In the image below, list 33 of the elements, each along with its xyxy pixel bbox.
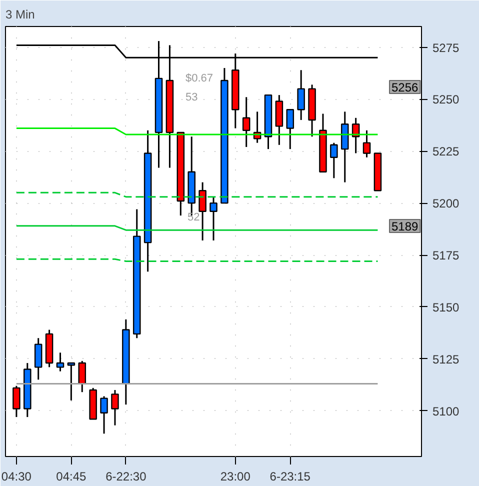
candlestick bbox=[286, 108, 294, 150]
y-tick-label: 5100 bbox=[432, 404, 460, 418]
candlestick bbox=[330, 142, 338, 179]
candlestick bbox=[210, 196, 218, 242]
y-tick-label: 5225 bbox=[432, 144, 460, 159]
candlestick bbox=[78, 360, 86, 393]
annotation: $0.67 bbox=[186, 72, 214, 84]
y-tick-label: 5175 bbox=[432, 248, 460, 262]
x-tick-label: 23:00 bbox=[220, 470, 251, 484]
y-tick-label: 5150 bbox=[432, 300, 460, 314]
text: 5189 bbox=[392, 220, 419, 234]
x-tick-label: 6-23:15 bbox=[270, 470, 311, 484]
candlestick bbox=[12, 385, 20, 418]
annotation: 52 bbox=[188, 212, 200, 224]
candlestick bbox=[297, 69, 305, 121]
y-tick-label: 5200 bbox=[432, 196, 460, 211]
chart-title: 3 Min bbox=[6, 8, 35, 22]
candlestick bbox=[67, 362, 76, 402]
x-tick-label: 6-22:30 bbox=[106, 470, 147, 484]
y-tick-label: 5125 bbox=[432, 352, 460, 366]
candlestick bbox=[362, 130, 371, 158]
annotation: 53 bbox=[186, 92, 198, 104]
candlestick bbox=[56, 352, 64, 372]
candlestick bbox=[242, 96, 250, 148]
x-tick-label: 04:30 bbox=[1, 470, 32, 484]
candlestick bbox=[34, 337, 42, 380]
candlestick bbox=[100, 396, 108, 434]
y-tick-label: 5275 bbox=[432, 40, 460, 55]
candlestick bbox=[198, 182, 206, 242]
candlestick bbox=[111, 389, 119, 426]
y-tick-label: 5250 bbox=[432, 92, 460, 107]
text: 5256 bbox=[392, 80, 419, 94]
x-tick-label: 04:45 bbox=[56, 470, 87, 484]
